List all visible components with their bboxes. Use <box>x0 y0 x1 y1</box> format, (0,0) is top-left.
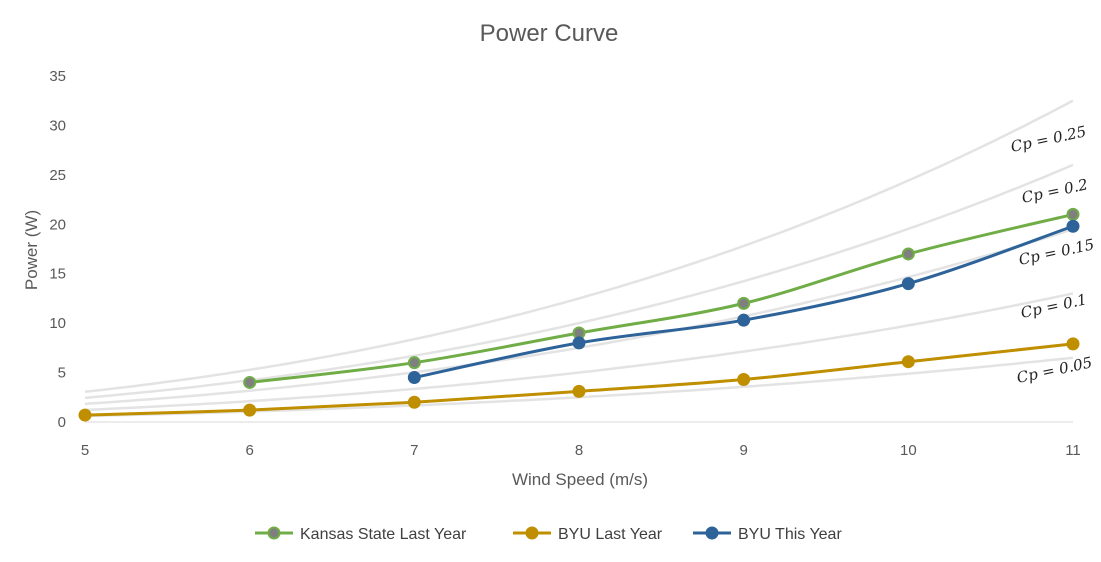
y-tick-label: 10 <box>49 315 66 332</box>
cp-reference-curve <box>84 99 1074 394</box>
cp-curve-label: Cp = 0.2 <box>1020 175 1089 207</box>
legend-marker <box>267 526 281 540</box>
cp-curve-label: Cp = 0.1 <box>1019 290 1088 322</box>
cp-curve-label: Cp = 0.05 <box>1015 353 1094 387</box>
cp-reference-curve <box>84 163 1074 400</box>
legend-label: Kansas State Last Year <box>300 526 467 543</box>
y-tick-label: 20 <box>49 216 66 233</box>
legend-marker <box>705 526 719 540</box>
data-point <box>901 355 915 369</box>
legend-item: BYU Last Year <box>513 526 663 543</box>
series-byu-last-year <box>78 337 1080 422</box>
y-tick-label: 35 <box>49 68 66 85</box>
data-point <box>901 247 915 261</box>
x-tick-label: 5 <box>81 442 89 459</box>
series-line <box>84 342 1074 417</box>
x-tick-label: 8 <box>575 442 583 459</box>
y-axis-label: Power (W) <box>22 210 41 290</box>
x-tick-label: 6 <box>245 442 253 459</box>
series-kansas-state-last-year <box>243 207 1080 389</box>
x-tick-label: 11 <box>1065 442 1081 459</box>
series-line <box>249 212 1074 384</box>
y-tick-label: 30 <box>49 117 66 134</box>
data-point <box>572 384 586 398</box>
data-point <box>407 395 421 409</box>
legend-item: BYU This Year <box>693 526 842 543</box>
x-tick-label: 10 <box>900 442 917 459</box>
data-point <box>407 371 421 385</box>
legend-label: BYU This Year <box>738 526 842 543</box>
y-tick-label: 15 <box>49 266 66 283</box>
data-point <box>901 277 915 291</box>
data-point <box>1066 337 1080 351</box>
y-tick-label: 5 <box>58 365 66 382</box>
x-axis-label: Wind Speed (m/s) <box>512 470 648 489</box>
data-point <box>243 375 257 389</box>
legend-marker <box>525 526 539 540</box>
x-tick-label: 7 <box>410 442 418 459</box>
chart-title: Power Curve <box>480 20 619 47</box>
y-tick-label: 25 <box>49 167 66 184</box>
data-point <box>737 372 751 386</box>
data-point <box>1066 219 1080 233</box>
data-point <box>737 313 751 327</box>
data-point <box>78 408 92 422</box>
legend-item: Kansas State Last Year <box>255 526 467 543</box>
data-point <box>1066 207 1080 221</box>
data-point <box>572 336 586 350</box>
data-point <box>243 403 257 417</box>
data-point <box>737 296 751 310</box>
data-point <box>407 356 421 370</box>
cp-reference-curve <box>84 292 1074 412</box>
cp-reference-curve <box>84 228 1074 406</box>
cp-curve-label: Cp = 0.15 <box>1017 235 1096 269</box>
legend-label: BYU Last Year <box>558 526 663 543</box>
x-tick-label: 9 <box>739 442 747 459</box>
y-tick-label: 0 <box>58 414 66 431</box>
series-byu-this-year <box>407 219 1080 385</box>
